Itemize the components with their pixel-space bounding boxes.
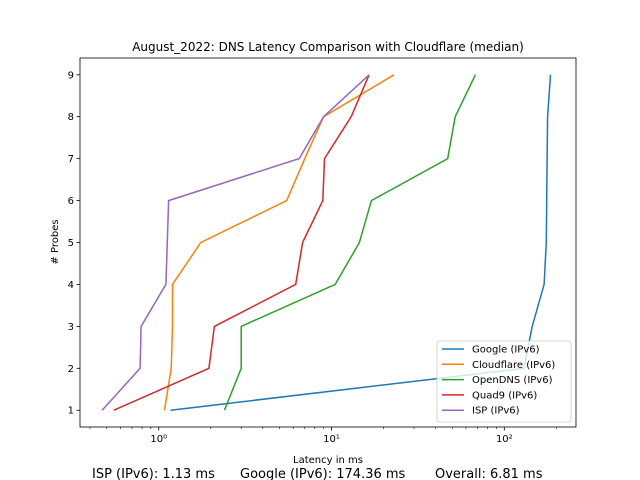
x-tick-label-2: 10² [496,434,513,445]
legend-label-2: OpenDNS (IPv6) [472,375,553,386]
series-line-2 [223,74,477,411]
series-line-4 [101,74,370,411]
legend-label-1: Cloudflare (IPv6) [472,360,555,371]
y-tick-label-3: 4 [68,280,74,291]
y-tick-label-6: 7 [68,154,74,165]
legend-label-0: Google (IPv6) [472,345,540,356]
y-tick-label-8: 9 [68,70,74,81]
x-tick-label-0: 10⁰ [150,434,167,445]
footer-overall: Overall: 6.81 ms [435,467,543,480]
y-tick-label-1: 2 [68,364,74,375]
plot-lines [101,74,552,411]
legend: Google (IPv6) Cloudflare (IPv6) OpenDNS (I… [436,340,572,423]
y-axis-label: # Probes [50,219,61,264]
x-tick-label-1: 10¹ [323,434,340,445]
x-axis-label: Latency in ms [293,455,363,466]
chart-title: August_2022: DNS Latency Comparison with… [132,40,524,54]
x-axis: 10⁰ 10¹ 10² [89,427,557,445]
y-tick-label-7: 8 [68,112,74,123]
y-tick-label-0: 1 [68,406,74,417]
legend-box [436,340,572,423]
footer-google: Google (IPv6): 174.36 ms [240,467,406,480]
series-line-3 [113,74,370,411]
legend-label-3: Quad9 (IPv6) [472,390,537,401]
footer-isp: ISP (IPv6): 1.13 ms [92,467,215,480]
y-tick-label-5: 6 [68,196,74,207]
y-tick-label-4: 5 [68,238,74,249]
footer-summary: ISP (IPv6): 1.13 ms Google (IPv6): 174.3… [92,467,543,480]
y-tick-label-2: 3 [68,322,74,333]
y-axis: 1 2 3 4 5 6 7 8 9 [68,70,80,417]
legend-label-4: ISP (IPv6) [472,406,520,417]
series-line-1 [163,74,395,411]
